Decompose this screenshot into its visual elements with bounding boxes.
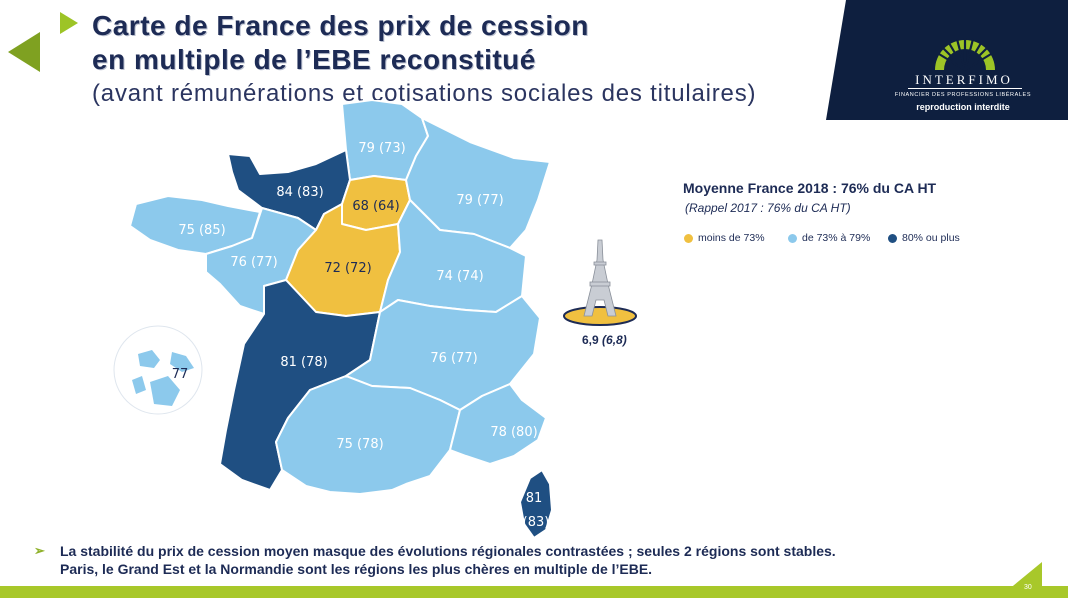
conclusion-text: ➢ La stabilité du prix de cession moyen … — [34, 542, 1018, 578]
conclusion-line-2: Paris, le Grand Est et la Normandie sont… — [60, 561, 653, 577]
label-dom: 77 — [172, 367, 189, 382]
label-grand-est: 79 (77) — [456, 193, 503, 208]
legend-label-high: 80% ou plus — [902, 232, 960, 244]
label-bretagne: 75 (85) — [178, 223, 225, 238]
page-title-line-2: en multiple de l’EBE reconstitué — [92, 44, 536, 75]
legend-dot-light-blue — [788, 233, 797, 243]
legend-label-low: moins de 73% — [698, 232, 765, 244]
bullet-arrow-icon: ➢ — [34, 543, 45, 558]
brand-tagline: FINANCIER DES PROFESSIONS LIBÉRALES — [894, 92, 1032, 98]
france-map: 79 (73) 84 (83) 68 (64) 79 (77) 75 (85) … — [113, 100, 553, 539]
label-paca: 78 (80) — [490, 425, 537, 440]
label-nouvelle-aquitaine: 81 (78) — [280, 355, 327, 370]
page-number: 30 — [1024, 584, 1032, 591]
region-paca[interactable] — [449, 383, 547, 465]
legend-item-high: 80% ou plus — [888, 232, 960, 244]
legend-dot-dark-blue — [888, 233, 897, 243]
label-hauts-de-france: 79 (73) — [358, 141, 405, 156]
brand-notice: reproduction interdite — [916, 102, 1010, 112]
eiffel-tower-icon — [563, 239, 637, 326]
dom-inset — [113, 325, 203, 415]
legend-item-low: moins de 73% — [684, 232, 765, 244]
conclusion-line-1: La stabilité du prix de cession moyen ma… — [60, 543, 836, 559]
brand-name: INTERFIMO — [915, 72, 1013, 87]
back-arrow-icon — [8, 32, 40, 72]
national-average-title: Moyenne France 2018 : 76% du CA HT — [683, 180, 937, 196]
label-centre-val-de-loire: 72 (72) — [324, 261, 371, 276]
legend-label-mid: de 73% à 79% — [802, 232, 871, 244]
brand-divider — [908, 88, 1022, 89]
label-corse-previous: (83) — [523, 515, 550, 530]
region-labels: 79 (73) 84 (83) 68 (64) 79 (77) 75 (85) … — [172, 141, 550, 530]
legend-dot-yellow — [684, 233, 693, 243]
region-corse[interactable] — [519, 469, 553, 539]
label-normandie: 84 (83) — [276, 185, 323, 200]
label-occitanie: 75 (78) — [336, 437, 383, 452]
label-ile-de-france: 68 (64) — [352, 199, 399, 214]
label-corse-value: 81 — [526, 491, 543, 506]
page-subtitle: (avant rémunérations et cotisations soci… — [92, 80, 757, 107]
interfimo-logo-icon — [935, 38, 995, 71]
page-title-line-1: Carte de France des prix de cession — [92, 10, 589, 41]
paris-value-previous: (6,8) — [602, 333, 627, 347]
legend-item-mid: de 73% à 79% — [788, 232, 870, 244]
paris-value-current: 6,9 — [582, 333, 599, 347]
play-arrow-icon — [60, 12, 78, 34]
label-auvergne-rhone-alpes: 76 (77) — [430, 351, 477, 366]
paris-value: 6,9 (6,8) — [582, 333, 627, 347]
label-pays-de-la-loire: 76 (77) — [230, 255, 277, 270]
national-average-reminder: (Rappel 2017 : 76% du CA HT) — [685, 201, 851, 215]
label-bourgogne-franche-comte: 74 (74) — [436, 269, 483, 284]
footer-bar — [0, 586, 1068, 598]
footer-corner — [1008, 562, 1042, 590]
